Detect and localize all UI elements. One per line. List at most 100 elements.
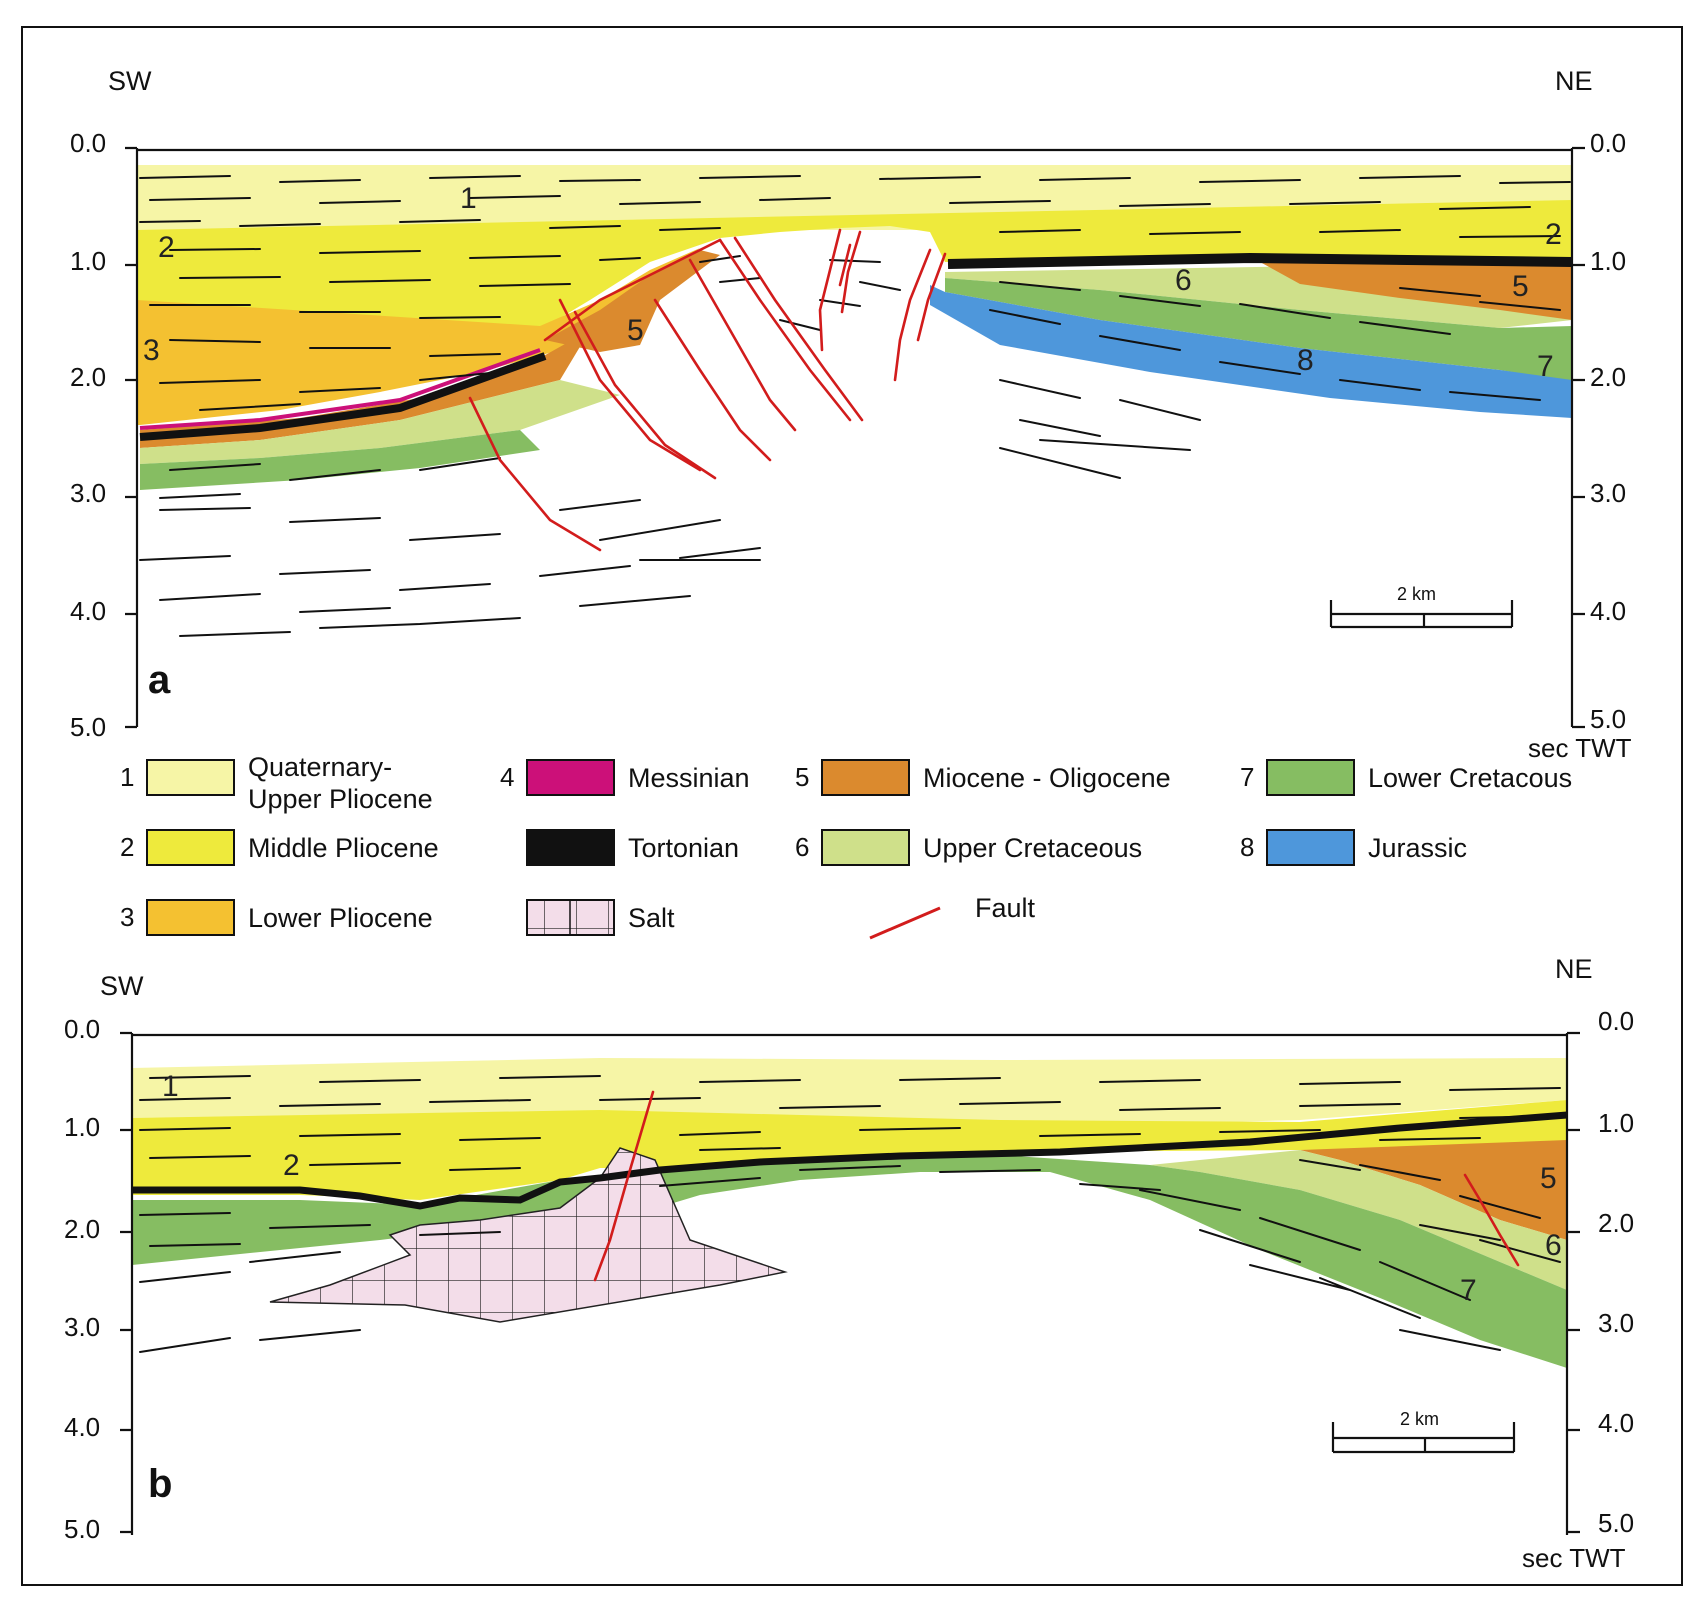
legend-item-tortonian: Tortonian [526, 829, 739, 866]
legend-label: Messinian [628, 763, 750, 793]
tick-a-2: 2.0 [70, 362, 106, 392]
tick-a-4: 4.0 [70, 596, 106, 626]
labels-b: SW NE 0.0 1.0 2.0 3.0 4.0 5.0 0.0 1.0 2.… [64, 954, 1634, 1573]
legend-label: Middle Pliocene [248, 833, 439, 863]
panel-label-a: a [148, 658, 171, 702]
unit2-middle-pliocene [132, 1100, 1567, 1200]
tick-a-2-right: 2.0 [1590, 362, 1626, 392]
unit-number-b-7: 7 [1460, 1274, 1477, 1307]
tick-a-5: 5.0 [70, 712, 106, 742]
legend-fault-swatch [869, 906, 941, 940]
unit-label-b: sec TWT [1522, 1543, 1626, 1573]
scale-bar-b-label: 2 km [1400, 1409, 1439, 1429]
stratigraphic-units-a [137, 165, 1573, 490]
unit7-lower-cretaceous [132, 1155, 1567, 1368]
tick-b-2: 2.0 [64, 1214, 100, 1244]
unit-number-b-5: 5 [1540, 1162, 1557, 1195]
legend-number: 2 [120, 832, 134, 862]
legend-item-upper-cretaceous: 6 Upper Cretaceous [795, 829, 1142, 866]
legend-label: Miocene - Oligocene [923, 763, 1171, 793]
sw-label-b: SW [100, 971, 144, 1001]
tick-a-1-right: 1.0 [1590, 246, 1626, 276]
tick-b-1-right: 1.0 [1598, 1108, 1634, 1138]
legend-label: Tortonian [628, 833, 739, 863]
ne-label-a: NE [1555, 66, 1593, 96]
legend-label: Quaternary- [248, 752, 392, 782]
ne-label-b: NE [1555, 954, 1593, 984]
unit8-jurassic [930, 285, 1572, 418]
tick-b-4: 4.0 [64, 1412, 100, 1442]
legend-swatch [1266, 829, 1355, 866]
tick-a-3-right: 3.0 [1590, 478, 1626, 508]
faults-b [593, 1090, 1520, 1282]
tick-b-2-right: 2.0 [1598, 1208, 1634, 1238]
legend-label: Salt [628, 903, 675, 933]
unit5-miocene-oligocene-right [1260, 262, 1572, 320]
unit7-lower-cretaceous-left [140, 430, 540, 490]
tortonian-horizon-a-ne [947, 252, 1573, 269]
tortonian-horizon-a [139, 352, 547, 441]
tick-b-4-right: 4.0 [1598, 1408, 1634, 1438]
legend-label: Lower Cretacous [1368, 763, 1572, 793]
labels-a: SW NE 0.0 1.0 2.0 3.0 4.0 5.0 0.0 1.0 2.… [70, 66, 1632, 763]
legend-swatch [1266, 759, 1355, 796]
tick-a-0-right: 0.0 [1590, 128, 1626, 158]
legend-number: 3 [120, 902, 134, 932]
scale-bar-b: 2 km [1331, 1409, 1516, 1454]
legend-item-salt: Salt [526, 899, 675, 936]
tick-b-3-right: 3.0 [1598, 1308, 1634, 1338]
unit7-lower-cretaceous-right [945, 278, 1572, 382]
legend: 1 Quaternary-Upper Pliocene 2 Middle Plioce… [120, 752, 1572, 940]
unit-number-a-6: 6 [1175, 264, 1192, 297]
tick-a-5-right: 5.0 [1590, 704, 1626, 734]
legend-swatch [526, 829, 615, 866]
legend-swatch [146, 759, 235, 796]
legend-swatch [821, 759, 910, 796]
tick-b-3: 3.0 [64, 1312, 100, 1342]
unit-number-b-6: 6 [1545, 1229, 1562, 1262]
tick-b-0-right: 0.0 [1598, 1006, 1634, 1036]
faults-a [468, 228, 947, 552]
unit1-quaternary-upper-pliocene [132, 1058, 1567, 1128]
legend-number: 4 [500, 762, 514, 792]
reflector-lines-b [139, 1075, 1561, 1353]
tortonian-horizon-b [132, 1111, 1568, 1210]
panel-label-b: b [148, 1462, 172, 1506]
figure-frame [21, 26, 1683, 1586]
scale-bar-a: 2 km [1329, 584, 1514, 629]
legend-label: Lower Pliocene [248, 903, 433, 933]
tick-b-0: 0.0 [64, 1014, 100, 1044]
salt-body [269, 1147, 788, 1323]
unit5-miocene-oligocene [1300, 1140, 1567, 1240]
reflector-lines-a [139, 175, 1571, 637]
legend-label: Upper Cretaceous [923, 833, 1142, 863]
unit-number-b-1: 1 [162, 1070, 179, 1103]
legend-label: Jurassic [1368, 833, 1467, 863]
legend-item-quaternary-upper-pliocene: 1 Quaternary-Upper Pliocene [120, 752, 433, 814]
unit5-miocene-oligocene-crest [545, 250, 720, 352]
legend-label: Fault [975, 893, 1036, 923]
unit-number-a-7: 7 [1537, 350, 1554, 383]
tick-a-0: 0.0 [70, 128, 106, 158]
unit3-lower-pliocene [137, 248, 700, 425]
tick-b-1: 1.0 [64, 1112, 100, 1142]
legend-item-middle-pliocene: 2 Middle Pliocene [120, 829, 439, 866]
legend-item-messinian: 4 Messinian [500, 759, 750, 796]
legend-item-lower-pliocene: 3 Lower Pliocene [120, 899, 433, 936]
legend-swatch [146, 899, 235, 936]
unit-number-a-5-right: 5 [1512, 270, 1529, 303]
legend-item-lower-cretacous: 7 Lower Cretacous [1240, 759, 1572, 796]
legend-swatch [821, 829, 910, 866]
legend-number: 8 [1240, 832, 1254, 862]
unit-number-a-1: 1 [460, 182, 477, 215]
legend-number: 5 [795, 762, 809, 792]
unit-number-a-3: 3 [143, 334, 160, 367]
unit6-upper-cretaceous [1150, 1150, 1567, 1290]
unit6-upper-cretaceous-left [140, 380, 620, 464]
axes-a [125, 146, 1585, 729]
sw-label-a: SW [108, 66, 152, 96]
cross-section-panel-a: 2 km SW NE 0.0 1.0 2.0 3.0 4.0 5.0 0.0 1… [70, 66, 1632, 763]
tick-a-1: 1.0 [70, 246, 106, 276]
tick-a-4-right: 4.0 [1590, 596, 1626, 626]
